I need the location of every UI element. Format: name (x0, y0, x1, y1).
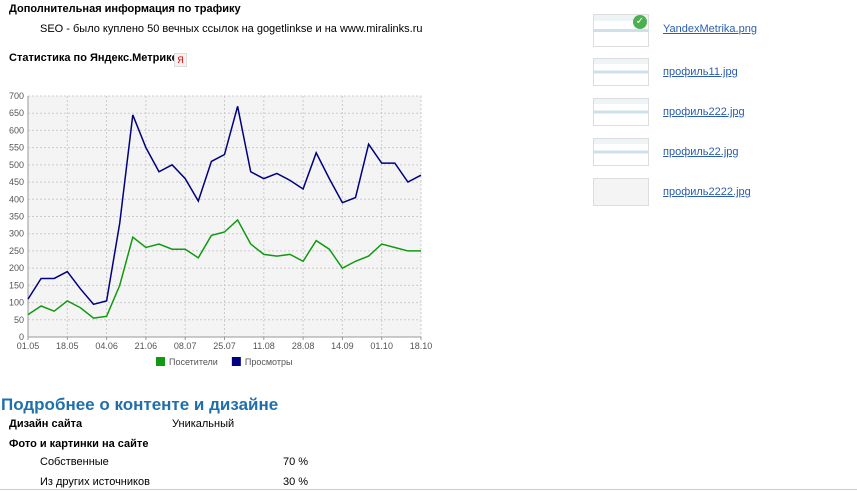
y-tick-label: 600 (9, 125, 24, 135)
x-tick-label: 25.07 (213, 341, 236, 351)
thumbnail[interactable] (593, 138, 649, 166)
legend-swatch (231, 357, 241, 366)
attachment-link[interactable]: профиль222.jpg (663, 106, 745, 118)
row-value: 70 % (283, 456, 309, 468)
thumbnail[interactable] (593, 98, 649, 126)
row-label: Из других источников (40, 476, 150, 488)
y-tick-label: 500 (9, 160, 24, 170)
row-value: 30 % (283, 476, 309, 488)
y-tick-label: 400 (9, 194, 24, 204)
yandex-icon: Я (174, 53, 187, 67)
x-tick-label: 11.08 (253, 341, 275, 351)
x-tick-label: 01.10 (370, 341, 393, 351)
legend-label: Просмотры (245, 357, 293, 367)
row-label: Собственные (40, 456, 109, 468)
x-tick-label: 14.09 (331, 341, 354, 351)
attachment-link[interactable]: профиль22.jpg (663, 146, 739, 158)
check-icon: ✓ (633, 15, 647, 29)
traffic-text: SEO - было куплено 50 вечных ссылок на g… (40, 23, 423, 35)
x-tick-label: 18.05 (56, 341, 79, 351)
thumbnail[interactable] (593, 178, 649, 206)
row-label: Фото и картинки на сайте (9, 438, 149, 450)
y-tick-label: 200 (9, 263, 24, 273)
y-tick-label: 0 (19, 332, 24, 342)
section-title: Дополнительная информация по трафику (9, 3, 241, 15)
row-label: Дизайн сайта (9, 418, 83, 430)
legend-swatch (156, 357, 165, 366)
thumbnail[interactable] (593, 58, 649, 86)
y-tick-label: 650 (9, 108, 24, 118)
x-tick-label: 01.05 (17, 341, 40, 351)
y-tick-label: 550 (9, 143, 24, 153)
y-tick-label: 150 (9, 280, 24, 290)
x-tick-label: 18.10 (410, 341, 433, 351)
series-line (27, 218, 421, 319)
x-tick-label: 08.07 (174, 341, 197, 351)
divider (0, 489, 857, 490)
attachment-link[interactable]: YandexMetrika.png (663, 23, 757, 35)
row-value: Уникальный (172, 418, 235, 430)
y-tick-label: 100 (9, 298, 24, 308)
y-tick-label: 350 (9, 212, 24, 222)
series-line (27, 106, 422, 306)
x-tick-label: 28.08 (292, 341, 315, 351)
x-tick-label: 21.06 (135, 341, 158, 351)
y-tick-label: 50 (14, 315, 24, 325)
chart: 0 50 100 150 200 250 300 350 400 450 500 550 600 650 7… (9, 91, 433, 367)
x-tick-label: 04.06 (95, 341, 118, 351)
legend-label: Посетители (169, 357, 218, 367)
section-title: Статистика по Яндекс.Метрике (9, 52, 178, 64)
section-heading: Подробнее о контенте и дизайне (1, 395, 279, 414)
y-tick-label: 700 (9, 91, 24, 101)
attachment-link[interactable]: профиль11.jpg (663, 66, 738, 78)
y-tick-label: 300 (9, 229, 24, 239)
attachment-link[interactable]: профиль2222.jpg (663, 186, 751, 198)
y-tick-label: 250 (9, 246, 24, 256)
y-tick-label: 450 (9, 177, 24, 187)
